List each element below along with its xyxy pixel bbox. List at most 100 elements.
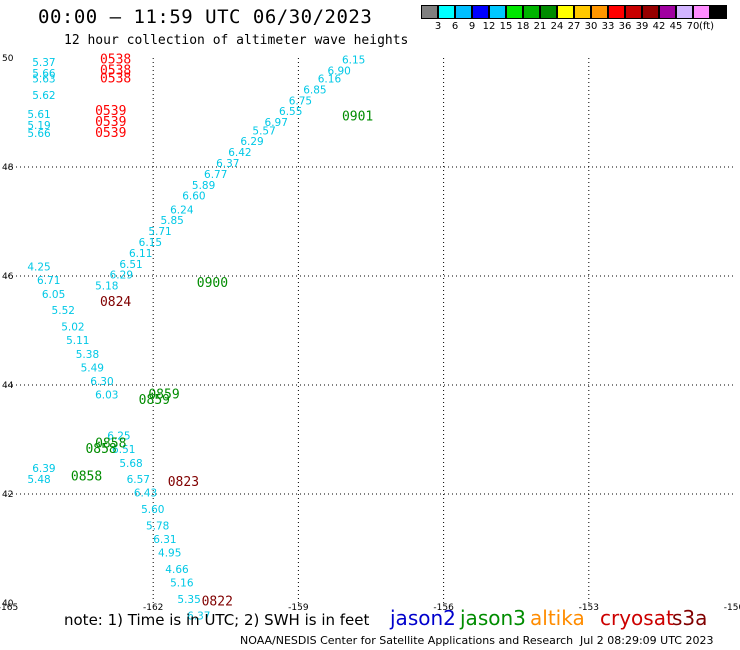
swh-label: 6.85 bbox=[303, 84, 326, 96]
x-tick-label: -150 bbox=[724, 603, 740, 613]
swh-label: 5.48 bbox=[27, 474, 50, 486]
colorbar-swatch bbox=[659, 5, 676, 19]
swh-label: 6.60 bbox=[182, 191, 205, 203]
pass-time-label: 0538 bbox=[100, 72, 131, 87]
swh-label: 5.52 bbox=[52, 305, 75, 317]
pass-time-label: 0539 bbox=[95, 115, 126, 130]
colorbar-swatch bbox=[693, 5, 710, 19]
colorbar-swatch bbox=[574, 5, 591, 19]
pass-time-label: 0539 bbox=[95, 126, 126, 141]
swh-label: 6.90 bbox=[327, 65, 350, 77]
swh-label: 6.24 bbox=[170, 204, 194, 216]
swh-label: 5.78 bbox=[146, 520, 169, 532]
pass-time-label: 0538 bbox=[100, 63, 131, 78]
colorbar-label: 42 bbox=[652, 21, 666, 32]
colorbar-label: 45 bbox=[669, 21, 683, 32]
colorbar-unit: (ft) bbox=[699, 21, 715, 32]
footnote: note: 1) Time is in UTC; 2) SWH is in fe… bbox=[64, 611, 370, 629]
swh-label: 5.60 bbox=[141, 504, 164, 516]
colorbar-swatch bbox=[591, 5, 608, 19]
satellite-s3a: s3a bbox=[672, 606, 708, 630]
swh-label: 5.18 bbox=[95, 281, 118, 293]
swh-label: 5.63 bbox=[32, 74, 55, 86]
y-tick-label: 42 bbox=[2, 490, 13, 500]
swh-label: 5.71 bbox=[148, 226, 171, 238]
swh-label: 5.61 bbox=[27, 109, 50, 121]
swh-label: 6.57 bbox=[127, 474, 150, 486]
colorbar-swatch bbox=[523, 5, 540, 19]
pass-time-label: 0823 bbox=[168, 475, 199, 490]
swh-label: 6.15 bbox=[139, 237, 162, 249]
colorbar-label: 6 bbox=[451, 21, 459, 32]
colorbar-swatch bbox=[540, 5, 557, 19]
swh-label: 6.77 bbox=[204, 169, 227, 181]
swh-label: 6.25 bbox=[107, 431, 130, 443]
swh-label: 5.37 bbox=[32, 57, 55, 69]
y-tick-label: 50 bbox=[2, 54, 14, 64]
swh-label: 5.38 bbox=[76, 349, 99, 361]
swh-label: 6.37 bbox=[216, 158, 239, 170]
swh-label: 6.51 bbox=[119, 259, 142, 271]
swh-label: 6.03 bbox=[95, 390, 118, 402]
swh-label: 6.31 bbox=[153, 534, 176, 546]
swh-label: 6.51 bbox=[112, 444, 135, 456]
colorbar-swatch bbox=[506, 5, 523, 19]
swh-label: 5.02 bbox=[61, 322, 84, 334]
colorbar-swatch bbox=[455, 5, 472, 19]
swh-label: 6.29 bbox=[110, 270, 133, 282]
x-tick-label: -153 bbox=[579, 603, 599, 613]
swh-label: 5.85 bbox=[160, 215, 183, 227]
colorbar-label: 36 bbox=[618, 21, 632, 32]
colorbar-label: 9 bbox=[468, 21, 476, 32]
swh-label: 5.19 bbox=[27, 120, 50, 132]
swh-label: 5.66 bbox=[32, 68, 56, 80]
pass-time-label: 0900 bbox=[197, 276, 228, 291]
swh-label: 6.30 bbox=[90, 376, 113, 388]
colorbar-label: 39 bbox=[635, 21, 649, 32]
swh-label: 4.25 bbox=[27, 262, 50, 274]
y-tick-label: 44 bbox=[2, 381, 14, 391]
swh-label: 5.66 bbox=[27, 128, 51, 140]
swh-label: 6.75 bbox=[289, 95, 312, 107]
swh-label: 6.97 bbox=[265, 117, 288, 129]
colorbar-label: 3 bbox=[434, 21, 442, 32]
colorbar-label: 27 bbox=[567, 21, 581, 32]
swh-label: 6.42 bbox=[228, 147, 251, 159]
swh-label: 4.66 bbox=[165, 564, 189, 576]
colorbar-swatch bbox=[472, 5, 489, 19]
swh-label: 6.29 bbox=[240, 136, 263, 148]
x-tick-label: -162 bbox=[143, 603, 163, 613]
pass-time-label: 0858 bbox=[71, 469, 102, 484]
pass-time-label: 0822 bbox=[202, 595, 233, 610]
swh-label: 6.39 bbox=[32, 463, 55, 475]
satellite-altika: altika bbox=[530, 606, 585, 630]
colorbar-swatch bbox=[642, 5, 659, 19]
swh-label: 6.43 bbox=[134, 488, 157, 500]
swh-label: 5.16 bbox=[170, 578, 194, 590]
colorbar-label: 21 bbox=[533, 21, 547, 32]
colorbar-label: 12 bbox=[482, 21, 496, 32]
swh-label: 6.71 bbox=[37, 275, 60, 287]
colorbar-swatch bbox=[608, 5, 625, 19]
swh-label: 5.35 bbox=[177, 594, 200, 606]
colorbar-label: 33 bbox=[601, 21, 615, 32]
colorbar-swatch bbox=[489, 5, 506, 19]
colorbar-swatch bbox=[421, 5, 438, 19]
pass-time-label: 0859 bbox=[148, 388, 179, 403]
swh-label: 4.95 bbox=[158, 548, 181, 560]
colorbar-label: 15 bbox=[499, 21, 513, 32]
colorbar-swatch bbox=[557, 5, 574, 19]
y-tick-label: 46 bbox=[2, 272, 14, 282]
colorbar-swatch bbox=[438, 5, 455, 19]
swh-label: 6.05 bbox=[42, 289, 65, 301]
pass-time-label: 0538 bbox=[100, 52, 131, 67]
satellite-cryosat: cryosat bbox=[600, 606, 674, 630]
chart-subtitle: 12 hour collection of altimeter wave hei… bbox=[64, 33, 409, 48]
colorbar-label: 18 bbox=[516, 21, 530, 32]
swh-label: 6.15 bbox=[342, 54, 365, 66]
x-tick-label: -159 bbox=[288, 603, 309, 613]
pass-time-label: 0859 bbox=[139, 393, 170, 408]
pass-time-label: 0539 bbox=[95, 104, 126, 119]
satellite-jason3: jason3 bbox=[460, 606, 526, 630]
